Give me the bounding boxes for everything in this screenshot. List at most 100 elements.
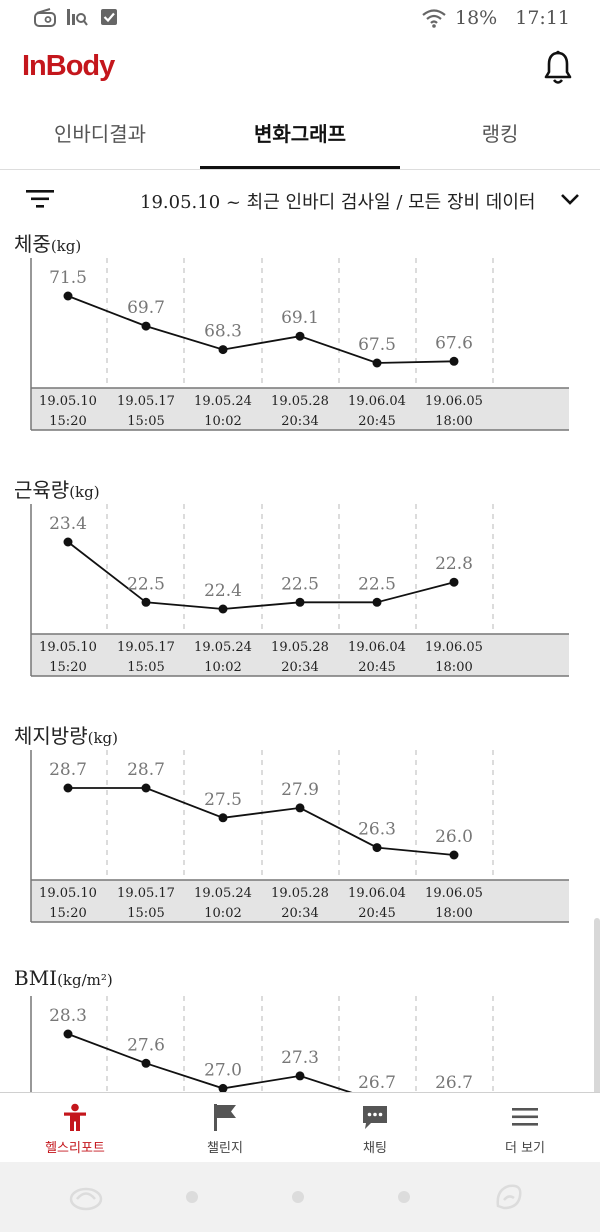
chart-list[interactable]: 체중(kg) 71.5 69.7 68.3 69.1 67.5 67.6 19.05.10 1… [0, 228, 600, 1092]
bmi-chart: 28.327.627.027.326.726.719.05.1015:2019.… [30, 996, 494, 1092]
filter-row: 19.05.10 ~ 최근 인바디 검사일 / 모든 장비 데이터 [0, 172, 600, 228]
body-fat-chart: 28.7 28.7 27.5 27.9 26.3 26.0 19.05.10 15:20 19.… [30, 750, 569, 923]
filter-icon[interactable] [26, 187, 54, 211]
date-range-filter[interactable]: 19.05.10 ~ 최근 인바디 검사일 / 모든 장비 데이터 [140, 192, 536, 213]
tab-inbody-result[interactable]: 인바디결과 [54, 122, 146, 146]
nav-label: 채팅 [363, 1141, 387, 1156]
data-point [372, 597, 382, 607]
tick-label-date: 19.05.24 [194, 640, 252, 655]
system-nav-bar [0, 1162, 600, 1232]
series-line [67, 295, 455, 364]
data-label: 28.3 [49, 1006, 87, 1026]
scrollbar-thumb[interactable] [594, 918, 600, 1092]
chart-section-muscle: 근육량(kg) 23.4 22.5 22.4 22.5 22.5 22.8 19.05.10… [0, 474, 600, 714]
tick-label-time: 15:20 [49, 660, 86, 675]
nav-challenge[interactable]: 챌린지 [150, 1093, 300, 1163]
nav-label: 더 보기 [504, 1141, 545, 1156]
muscle-chart: 23.4 22.5 22.4 22.5 22.5 22.8 19.05.10 15:20 19.… [30, 504, 569, 677]
chart-title: 체지방량(kg) [14, 724, 119, 748]
tick-label-time: 10:02 [204, 906, 241, 921]
bixby-icon[interactable] [492, 1180, 526, 1214]
data-point [295, 331, 305, 341]
data-label: 22.8 [435, 554, 473, 574]
data-label: 23.4 [49, 514, 87, 534]
data-label: 69.1 [281, 308, 319, 328]
chart-section-bmi: BMI(kg/m²) 28.327.627.027.326.726.719.05… [0, 966, 600, 1092]
chart-search-icon [67, 9, 88, 26]
tick-label-date: 19.05.28 [271, 640, 329, 655]
tab-ranking[interactable]: 랭킹 [481, 122, 519, 146]
data-label: 26.7 [435, 1073, 473, 1092]
data-point [141, 597, 151, 607]
data-label: 22.5 [127, 574, 165, 594]
tab-bar: 인바디결과 변화그래프 랭킹 [0, 100, 600, 170]
series-line [68, 787, 455, 856]
nav-label: 헬스리포트 [45, 1141, 105, 1156]
data-label: 27.0 [204, 1060, 242, 1080]
tick-label-date: 19.06.05 [425, 640, 483, 655]
notification-bell-icon[interactable] [542, 50, 574, 86]
data-point [295, 803, 305, 813]
tick-label-time: 18:00 [435, 906, 472, 921]
tick-label-time: 18:00 [435, 660, 472, 675]
samsung-health-icon[interactable] [68, 1182, 104, 1212]
tick-label-time: 20:34 [281, 660, 318, 675]
data-label: 22.5 [358, 574, 396, 594]
data-label: 68.3 [204, 322, 242, 342]
checkbox-icon [101, 9, 117, 25]
data-point [141, 1058, 151, 1068]
nav-dot[interactable] [186, 1191, 198, 1203]
tick-label-time: 20:45 [358, 660, 395, 675]
battery-level: 18% [455, 7, 498, 29]
bottom-nav: 헬스리포트 챌린지 채팅 더 보기 [0, 1092, 600, 1162]
inbody-logo: InBody [22, 50, 115, 82]
nav-chat[interactable]: 채팅 [300, 1093, 450, 1163]
data-label: 28.7 [49, 760, 87, 780]
tick-label-date: 19.05.24 [194, 886, 252, 901]
nav-more[interactable]: 더 보기 [450, 1093, 600, 1163]
tick-label-time: 20:45 [358, 414, 395, 429]
tick-label-date: 19.06.04 [348, 394, 406, 409]
tick-label-date: 19.05.17 [117, 886, 175, 901]
data-point [449, 577, 459, 587]
nav-label: 챌린지 [207, 1141, 243, 1156]
chart-section-weight: 체중(kg) 71.5 69.7 68.3 69.1 67.5 67.6 19.05.10 1… [0, 228, 600, 468]
data-point [218, 1083, 228, 1092]
data-label: 27.5 [204, 790, 242, 810]
tick-label-time: 15:20 [49, 906, 86, 921]
data-point [295, 597, 305, 607]
nav-health-report[interactable]: 헬스리포트 [0, 1093, 150, 1163]
tick-label-time: 15:20 [49, 414, 86, 429]
series-line [67, 541, 455, 610]
menu-icon [512, 1108, 538, 1126]
data-point [218, 345, 228, 355]
tick-label-date: 19.05.24 [194, 394, 252, 409]
data-point [141, 321, 151, 331]
tick-label-date: 19.05.17 [117, 640, 175, 655]
data-point [449, 356, 459, 366]
data-label: 26.7 [358, 1073, 396, 1092]
data-point [372, 358, 382, 368]
status-bar: 18% 17:11 [0, 0, 600, 36]
tick-label-time: 15:05 [127, 660, 164, 675]
nav-dot[interactable] [398, 1191, 410, 1203]
data-label: 22.5 [281, 574, 319, 594]
date-band [31, 880, 569, 922]
tick-label-time: 10:02 [204, 660, 241, 675]
person-icon [64, 1103, 86, 1131]
tick-label-date: 19.06.04 [348, 886, 406, 901]
data-point [141, 783, 151, 793]
data-point [218, 604, 228, 614]
data-point [449, 850, 459, 860]
wifi-icon [422, 9, 446, 28]
data-label: 67.6 [435, 333, 473, 353]
tab-change-graph[interactable]: 변화그래프 [254, 122, 346, 146]
nav-dot[interactable] [292, 1191, 304, 1203]
chart-section-body-fat: 체지방량(kg) 28.7 28.7 27.5 27.9 26.3 26.0 19.05.1… [0, 720, 600, 960]
tab-indicator [200, 166, 400, 169]
chevron-down-icon[interactable] [558, 188, 582, 210]
chart-title: BMI(kg/m²) [14, 966, 113, 990]
data-label: 26.3 [358, 820, 396, 840]
tick-label-date: 19.06.05 [425, 886, 483, 901]
tick-label-date: 19.05.10 [39, 394, 97, 409]
